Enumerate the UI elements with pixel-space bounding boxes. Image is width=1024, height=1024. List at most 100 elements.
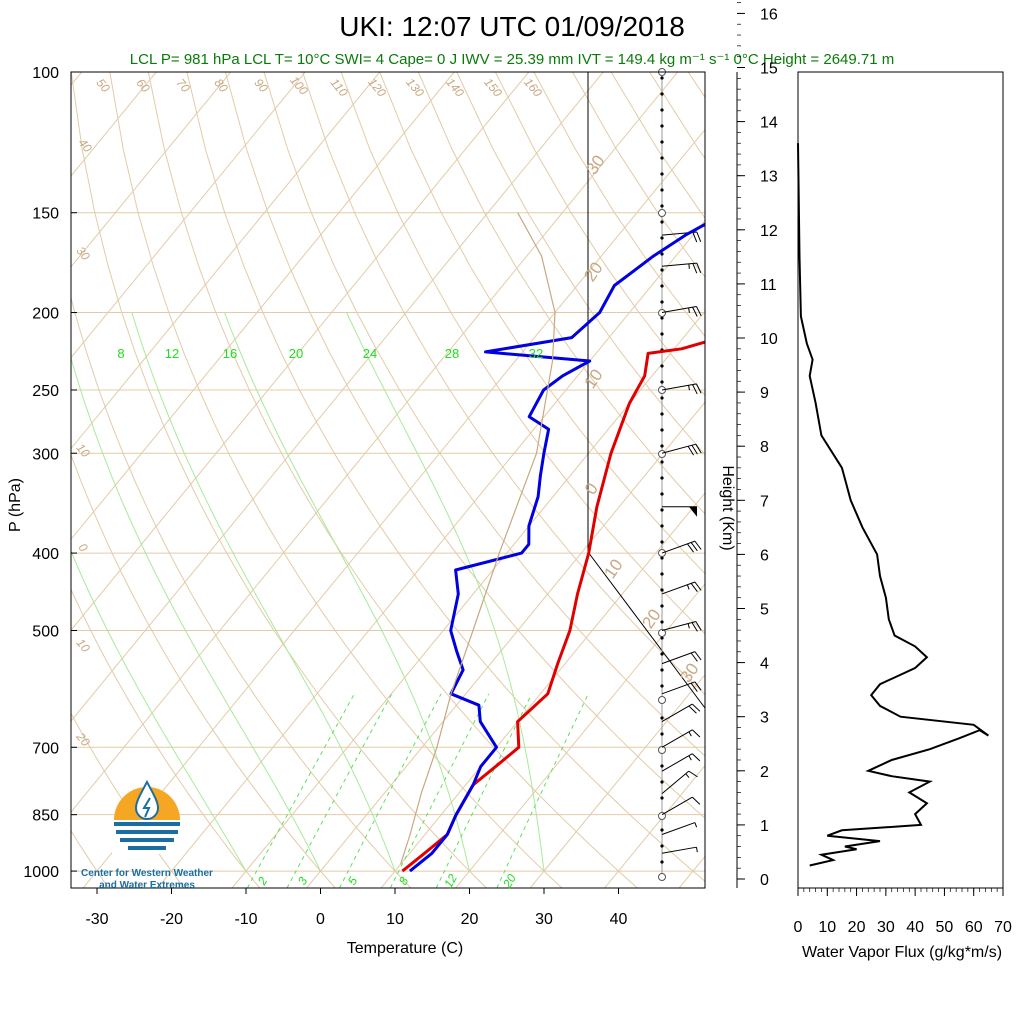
isotherm-line: [71, 72, 232, 268]
mixing-ratio-label: 2: [254, 874, 270, 888]
level-dot: [660, 412, 664, 416]
wet-adiabat-label: 10: [580, 366, 606, 392]
dry-adiabat-line: [456, 72, 705, 456]
dry-adiabat-line: [71, 453, 336, 888]
parcel-profile-line: [399, 212, 556, 865]
dry-adiabat-line: [765, 72, 1024, 888]
x-tick-label: 30: [535, 911, 553, 928]
level-dot: [660, 780, 664, 784]
level-dot: [660, 236, 664, 240]
dry-adiabat-line: [109, 72, 563, 888]
dry-adiabat-line: [649, 72, 705, 159]
mixing-ratio-label: 24: [363, 346, 377, 361]
flux-x-tick-label: 40: [906, 919, 924, 936]
level-dot: [660, 364, 664, 368]
dry-adiabat-line: [687, 72, 705, 99]
height-tick-label: 9: [760, 385, 769, 402]
level-dot: [660, 460, 664, 464]
dry-adiabat-line: [727, 72, 1024, 888]
y-tick-label: 150: [32, 206, 59, 223]
dry-adiabat-label: 130: [403, 75, 427, 100]
mixing-ratio-label: 8: [117, 346, 124, 361]
wind-barb: [661, 703, 701, 723]
dry-adiabat-line: [302, 72, 705, 696]
level-circle: [658, 309, 666, 317]
height-tick-label: 15: [760, 61, 778, 78]
level-circle: [658, 386, 666, 394]
height-tick-label: 5: [760, 602, 769, 619]
dry-adiabat-line: [263, 72, 705, 757]
isotherm-line: [71, 72, 679, 813]
height-tick-label: 16: [760, 6, 778, 23]
flux-frame: [797, 71, 1004, 889]
isotherm-line: [82, 128, 705, 888]
mixing-ratio-label: 28: [445, 346, 459, 361]
flux-x-tick-label: 20: [848, 919, 866, 936]
flux-x-tick-label: 0: [794, 919, 803, 936]
level-dot: [660, 428, 664, 432]
skew-t-axes: -30 -20 -10 0 10 20 30 401001502002503004005007…: [23, 65, 627, 928]
dry-adiabat-label: 40: [75, 136, 95, 155]
level-dot: [660, 108, 664, 112]
isotherm-line: [71, 72, 381, 450]
isotherm-line: [306, 401, 705, 888]
level-dot: [660, 172, 664, 176]
level-dot: [660, 508, 664, 512]
wind-barb: [661, 581, 702, 595]
mixing-ratio-line: [435, 693, 533, 888]
level-dot: [660, 556, 664, 560]
level-dot: [660, 796, 664, 800]
dry-adiabat-label: 10: [73, 441, 93, 460]
height-tick-label: 7: [760, 493, 769, 510]
mixing-ratio-label: 20: [500, 871, 519, 891]
level-dot: [660, 332, 664, 336]
wind-barb: [661, 620, 702, 632]
dry-adiabat-label: 90: [251, 76, 271, 95]
wind-barb: [661, 383, 702, 395]
level-dot: [660, 604, 664, 608]
wind-barb: [661, 540, 702, 554]
chart-subtitle: LCL P= 981 hPa LCL T= 10°C SWI= 4 Cape= …: [130, 51, 894, 68]
moist-adiabat-line: [71, 356, 321, 872]
y-tick-label: 1000: [23, 864, 59, 881]
level-dot: [660, 828, 664, 832]
dry-adiabat-label: 110: [328, 76, 351, 100]
y-axis-label: P (hPa): [7, 478, 24, 532]
level-dot: [660, 92, 664, 96]
level-dot: [660, 652, 664, 656]
flux-y-axis-label: Height (Km): [719, 465, 736, 550]
y-tick-label: 700: [32, 740, 59, 757]
dry-adiabat-line: [147, 72, 638, 888]
height-tick-label: 2: [760, 764, 769, 781]
flux-x-tick-label: 60: [965, 919, 983, 936]
level-dot: [660, 540, 664, 544]
dry-adiabat-label: 120: [365, 75, 389, 100]
level-dot: [660, 140, 664, 144]
height-tick-label: 6: [760, 547, 769, 564]
isotherm-line: [71, 72, 604, 722]
dry-adiabat-line: [417, 72, 705, 515]
level-dot: [660, 380, 664, 384]
height-tick-label: 11: [760, 277, 777, 294]
y-tick-label: 400: [32, 546, 59, 563]
wind-barb: [661, 305, 702, 317]
dry-adiabat-line: [340, 72, 705, 635]
skew-t-frame: [70, 71, 706, 889]
level-dot: [660, 524, 664, 528]
y-tick-label: 850: [32, 808, 59, 825]
logo-bolt-icon: [142, 797, 151, 818]
y-tick-label: 300: [32, 446, 59, 463]
height-tick-label: 0: [760, 872, 769, 889]
height-tick-label: 12: [760, 223, 778, 240]
flux-x-tick-label: 70: [994, 919, 1012, 936]
y-tick-label: 100: [32, 65, 59, 82]
level-circle: [658, 450, 666, 458]
isotherm-line: [380, 492, 705, 888]
height-tick-label: 1: [760, 818, 769, 835]
level-dot: [660, 572, 664, 576]
level-dot: [660, 252, 664, 256]
x-tick-label: 10: [386, 911, 404, 928]
isotherm-line: [604, 764, 705, 888]
